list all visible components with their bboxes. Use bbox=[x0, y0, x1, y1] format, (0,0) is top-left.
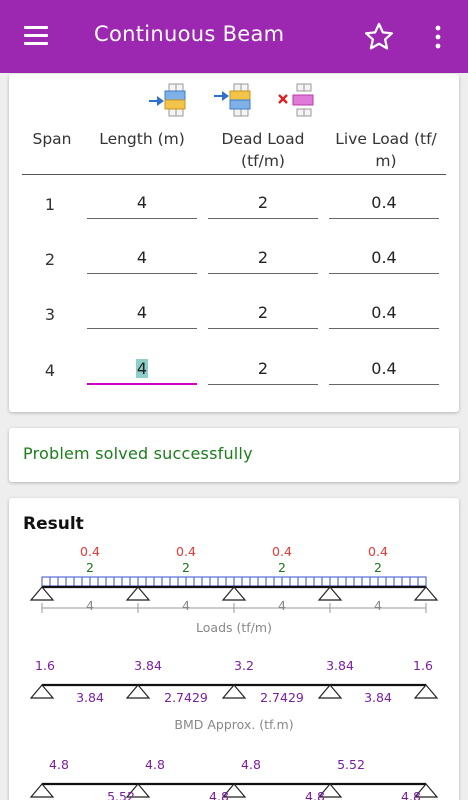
header-dead-load: Dead Load (tf/m) bbox=[208, 128, 318, 172]
bmd-midspan-moment: 3.84 bbox=[364, 690, 392, 705]
span-number: 4 bbox=[44, 361, 56, 380]
insert-row-before-icon[interactable] bbox=[147, 82, 191, 118]
menu-icon[interactable] bbox=[24, 26, 48, 46]
bmd-support-moment: 1.6 bbox=[35, 658, 55, 673]
span-length-label: 4 bbox=[86, 598, 94, 613]
insert-row-after-icon[interactable] bbox=[212, 82, 256, 118]
status-message: Problem solved successfully bbox=[23, 444, 253, 463]
sfd-top-value: 5.52 bbox=[337, 757, 365, 772]
bmd-support-moment: 3.84 bbox=[134, 658, 162, 673]
bmd-support-moment: 1.6 bbox=[413, 658, 433, 673]
support-icon bbox=[29, 684, 55, 699]
more-options-icon[interactable] bbox=[428, 24, 448, 50]
loads-caption: Loads (tf/m) bbox=[196, 620, 272, 635]
dead-load-label: 2 bbox=[86, 560, 94, 575]
length-input[interactable]: 4 bbox=[87, 248, 197, 274]
support-icon bbox=[125, 783, 151, 798]
dead-load-label: 2 bbox=[278, 560, 286, 575]
support-icon bbox=[29, 783, 55, 798]
sfd-bottom-value: 4.8 bbox=[401, 789, 421, 800]
header-span: Span bbox=[32, 130, 72, 148]
span-number: 2 bbox=[44, 250, 56, 269]
input-card: Span Length (m) Dead Load (tf/m) Live Lo… bbox=[9, 74, 459, 412]
header-live-load-line1: Live Load (tf/ bbox=[335, 130, 437, 148]
dead-load-input[interactable]: 2 bbox=[208, 359, 318, 385]
app-bar: Continuous Beam bbox=[0, 0, 468, 73]
dead-load-label: 2 bbox=[374, 560, 382, 575]
bmd-support-moment: 3.2 bbox=[234, 658, 254, 673]
live-load-input[interactable]: 0.4 bbox=[329, 193, 439, 219]
header-live-load-line2: m) bbox=[375, 152, 397, 170]
support-icon bbox=[125, 684, 151, 699]
sfd-bottom-value: 4.8 bbox=[305, 789, 325, 800]
dead-load-input[interactable]: 2 bbox=[208, 303, 318, 329]
bmd-caption: BMD Approx. (tf.m) bbox=[174, 717, 293, 732]
dead-load-input[interactable]: 2 bbox=[208, 248, 318, 274]
header-divider bbox=[22, 174, 446, 175]
status-card: Problem solved successfully bbox=[9, 428, 459, 482]
support-icon bbox=[413, 684, 439, 699]
live-load-label: 0.4 bbox=[368, 544, 388, 559]
sfd-top-value: 4.8 bbox=[241, 757, 261, 772]
support-icon bbox=[221, 783, 247, 798]
live-load-label: 0.4 bbox=[272, 544, 292, 559]
header-length: Length (m) bbox=[99, 130, 185, 148]
result-card: Result 0.4 2 0.4 2 0.4 2 0.4 2 4 4 4 4 Loads (tf/m) 1… bbox=[9, 498, 459, 800]
live-load-input[interactable]: 0.4 bbox=[329, 303, 439, 329]
span-number: 3 bbox=[44, 305, 56, 324]
support-icon bbox=[125, 586, 151, 601]
app-title: Continuous Beam bbox=[94, 22, 285, 46]
support-icon bbox=[29, 586, 55, 601]
bmd-midspan-moment: 3.84 bbox=[76, 690, 104, 705]
span-number: 1 bbox=[44, 195, 56, 214]
star-icon[interactable] bbox=[362, 20, 396, 54]
header-dead-load-line1: Dead Load bbox=[221, 130, 305, 148]
support-icon bbox=[317, 783, 343, 798]
support-icon bbox=[221, 586, 247, 601]
span-length-label: 4 bbox=[374, 598, 382, 613]
live-load-input[interactable]: 0.4 bbox=[329, 359, 439, 385]
delete-row-icon[interactable] bbox=[275, 82, 319, 118]
bmd-support-moment: 3.84 bbox=[326, 658, 354, 673]
length-input[interactable]: 4 bbox=[87, 359, 197, 385]
sfd-bottom-value: 4.8 bbox=[209, 789, 229, 800]
span-length-label: 4 bbox=[182, 598, 190, 613]
sfd-top-value: 4.8 bbox=[49, 757, 69, 772]
live-load-input[interactable]: 0.4 bbox=[329, 248, 439, 274]
span-length-label: 4 bbox=[278, 598, 286, 613]
live-load-label: 0.4 bbox=[80, 544, 100, 559]
dead-load-input[interactable]: 2 bbox=[208, 193, 318, 219]
live-load-label: 0.4 bbox=[176, 544, 196, 559]
sfd-top-value: 4.8 bbox=[145, 757, 165, 772]
sfd-bottom-value: 5.52 bbox=[107, 789, 135, 800]
result-title: Result bbox=[23, 514, 84, 534]
support-icon bbox=[317, 684, 343, 699]
support-icon bbox=[413, 783, 439, 798]
support-icon bbox=[317, 586, 343, 601]
header-live-load: Live Load (tf/ m) bbox=[323, 128, 449, 172]
bmd-midspan-moment: 2.7429 bbox=[164, 690, 208, 705]
support-icon bbox=[413, 586, 439, 601]
dead-load-label: 2 bbox=[182, 560, 190, 575]
support-icon bbox=[221, 684, 247, 699]
bmd-midspan-moment: 2.7429 bbox=[260, 690, 304, 705]
length-input[interactable]: 4 bbox=[87, 193, 197, 219]
header-dead-load-line2: (tf/m) bbox=[241, 152, 285, 170]
length-input[interactable]: 4 bbox=[87, 303, 197, 329]
